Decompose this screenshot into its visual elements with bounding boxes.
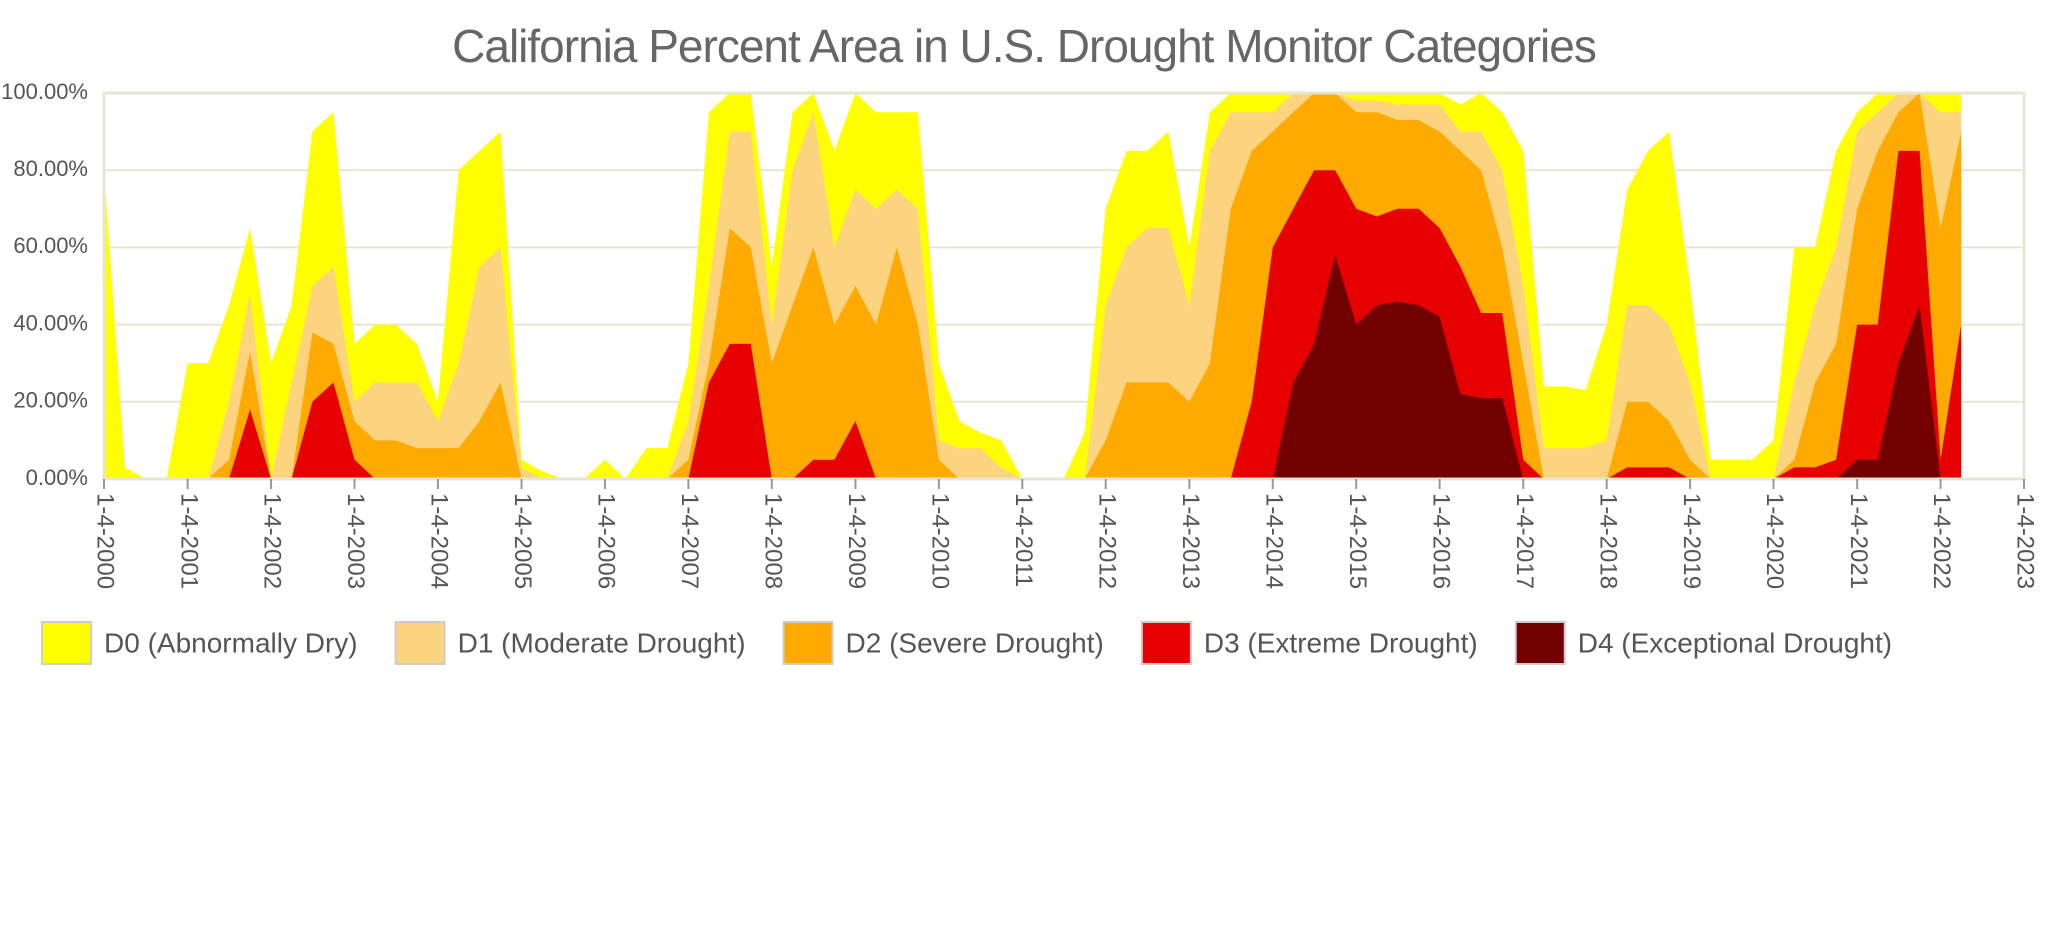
x-tick-label: 1-4-2000 [92, 493, 119, 589]
x-tick-label: 1-4-2022 [1928, 493, 1955, 589]
x-tick-label: 1-4-2007 [676, 493, 703, 589]
plot-border [102, 91, 2026, 481]
x-tick-label: 1-4-2017 [1511, 493, 1538, 589]
y-tick-label: 0.00% [26, 465, 88, 490]
legend-label: D2 (Severe Drought) [846, 627, 1104, 658]
x-tick-label: 1-4-2014 [1260, 493, 1287, 589]
x-tick-label: 1-4-2006 [593, 493, 620, 589]
x-tick-label: 1-4-2003 [342, 493, 369, 589]
x-tick-label: 1-4-2021 [1845, 493, 1872, 589]
x-tick-label: 1-4-2018 [1594, 493, 1621, 589]
legend-swatch [1140, 621, 1192, 665]
x-tick-label: 1-4-2001 [175, 493, 202, 589]
x-tick-label: 1-4-2023 [2012, 493, 2039, 589]
x-tick-label: 1-4-2010 [927, 493, 954, 589]
y-tick-label: 20.00% [13, 388, 88, 413]
y-tick-label: 60.00% [13, 233, 88, 258]
x-tick-label: 1-4-2015 [1344, 493, 1371, 589]
legend-label: D0 (Abnormally Dry) [104, 627, 358, 658]
y-tick-label: 40.00% [13, 310, 88, 335]
area [104, 255, 1962, 479]
x-tick-label: 1-4-2020 [1761, 493, 1788, 589]
x-tick-label: 1-4-2005 [509, 493, 536, 589]
y-tick-label: 80.00% [13, 156, 88, 181]
x-tick-label: 1-4-2002 [259, 493, 286, 589]
x-tick-label: 1-4-2019 [1678, 493, 1705, 589]
chart-title: California Percent Area in U.S. Drought … [452, 20, 1596, 72]
legend-swatch [782, 621, 834, 665]
area [104, 150, 1962, 479]
x-tick-label: 1-4-2004 [426, 493, 453, 589]
legend-swatch [394, 621, 446, 665]
x-tick-label: 1-4-2008 [759, 493, 786, 589]
legend-label: D4 (Exceptional Drought) [1578, 627, 1892, 658]
y-tick-label: 100.00% [1, 79, 88, 104]
x-tick-label: 1-4-2012 [1093, 493, 1120, 589]
legend-label: D1 (Moderate Drought) [458, 627, 746, 658]
legend-swatch [1514, 621, 1566, 665]
x-tick-label: 1-4-2013 [1177, 493, 1204, 589]
x-tick-label: 1-4-2009 [843, 493, 870, 589]
legend-swatch [41, 621, 92, 665]
x-tick-label: 1-4-2011 [1010, 493, 1037, 587]
legend-label: D3 (Extreme Drought) [1204, 627, 1478, 658]
x-tick-label: 1-4-2016 [1427, 493, 1454, 589]
